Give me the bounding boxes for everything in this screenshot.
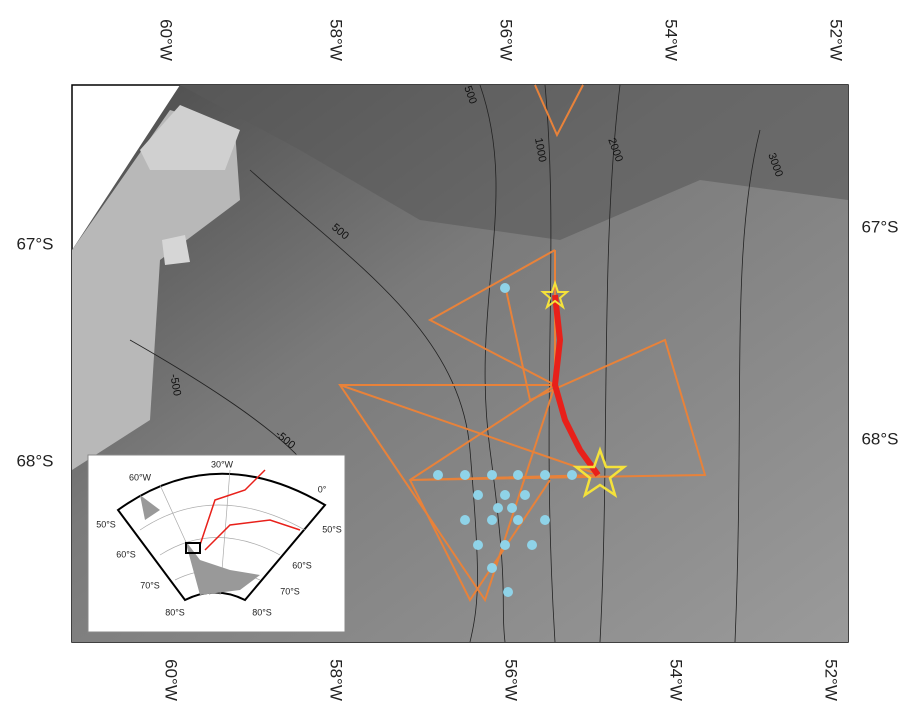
inset-label: 30°W [211,459,234,469]
lat-label: 68°S [16,451,53,470]
lon-label: 56°W [502,659,521,701]
lon-label: 58°W [327,19,346,61]
lat-label: 68°S [861,429,898,448]
inset [88,455,345,632]
inset-label: 60°S [292,560,312,570]
inset-label: 80°S [252,607,272,617]
inset-label: 60°W [129,472,152,482]
lon-label: 58°W [327,659,346,701]
lon-label: 54°W [662,19,681,61]
lon-label: 60°W [157,19,176,61]
lat-label: 67°S [861,217,898,236]
lon-label: 60°W [162,659,181,701]
lon-label: 54°W [667,659,686,701]
lon-label: 52°W [827,19,846,61]
inset-label: 70°S [280,586,300,596]
inset-label: 60°S [116,549,136,559]
map-figure: 60°W 58°W 56°W 54°W 52°W 60°W 58°W 56°W 54°W 52°W… [0,0,915,716]
inset-label: 50°S [322,524,342,534]
lon-label: 52°W [822,659,841,701]
inset-label: 80°S [165,607,185,617]
inset-label: 50°S [96,519,116,529]
inset-label: 0° [318,484,327,494]
lat-label: 67°S [16,234,53,253]
iceberg [162,235,190,265]
inset-label: 70°S [140,580,160,590]
lon-label: 56°W [497,19,516,61]
